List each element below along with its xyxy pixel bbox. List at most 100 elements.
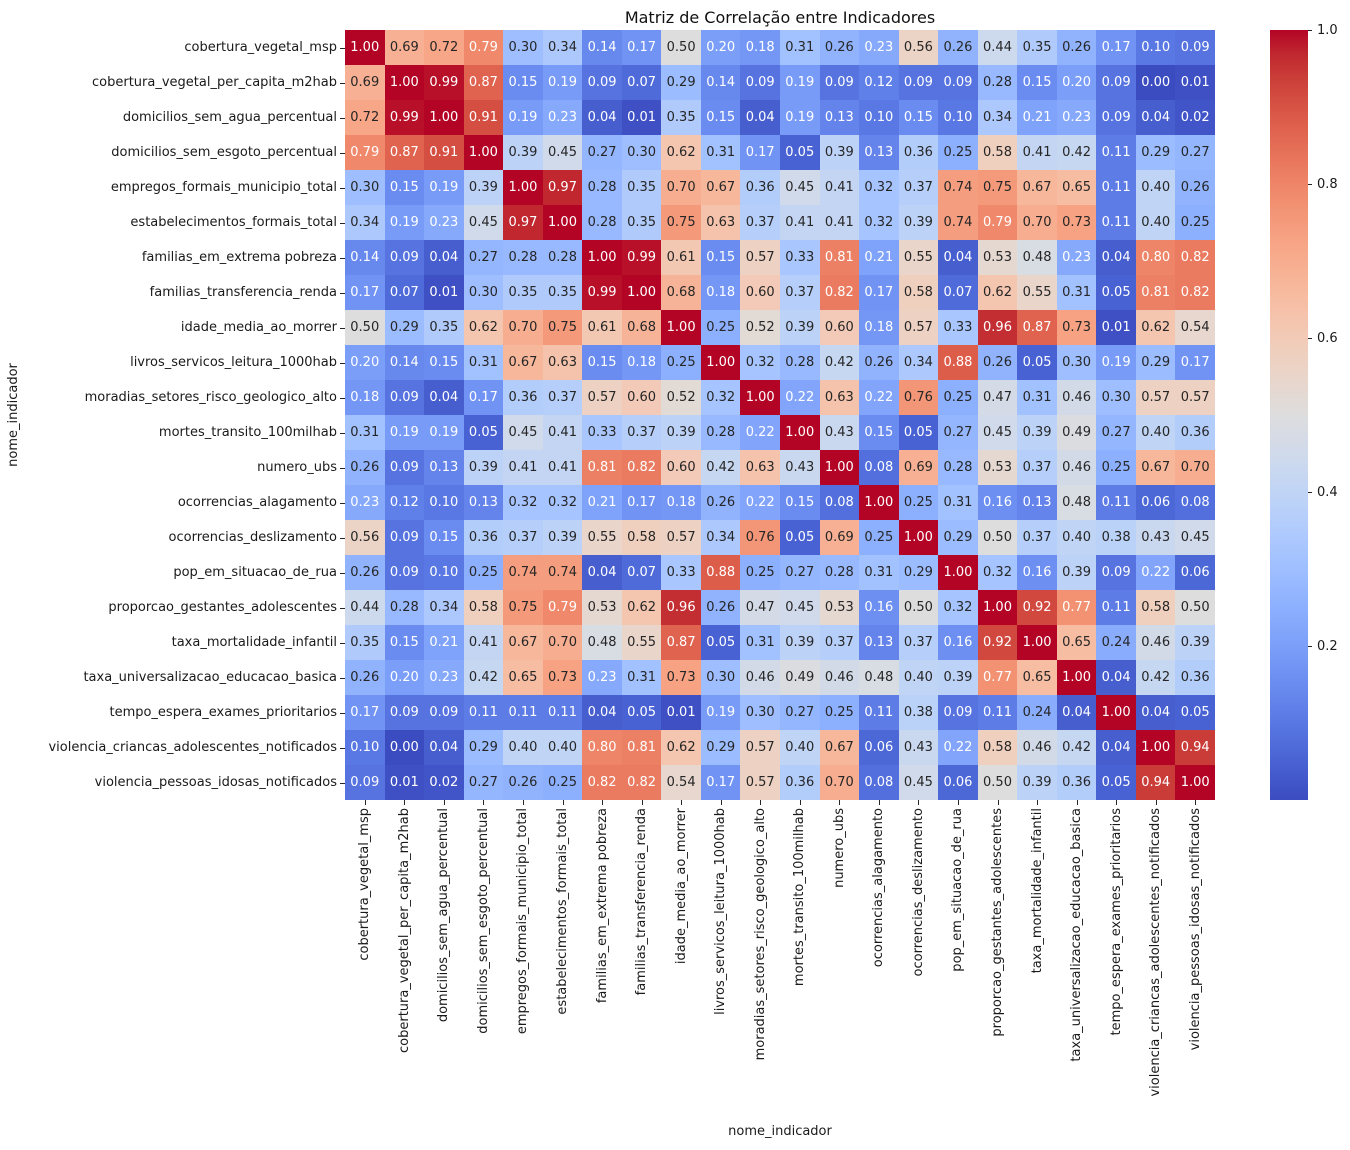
heatmap-cell: 0.37 (542, 380, 583, 415)
heatmap-cell: 0.27 (1096, 415, 1136, 450)
heatmap-cell: 0.27 (463, 240, 504, 275)
heatmap-cell: 0.31 (700, 135, 741, 170)
heatmap-cell: 0.49 (780, 660, 820, 695)
heatmap-cell: 0.08 (859, 765, 899, 800)
heatmap-cell: 0.24 (1096, 625, 1136, 660)
heatmap-cell: 0.74 (503, 555, 543, 590)
heatmap-cell: 0.39 (1175, 625, 1215, 660)
heatmap-cell: 0.26 (345, 450, 385, 485)
x-axis-tick (997, 800, 999, 805)
y-axis-tick (340, 677, 345, 679)
heatmap-cell: 0.08 (859, 450, 899, 485)
heatmap-cell: 0.21 (1017, 100, 1057, 135)
heatmap-cell: 0.58 (1135, 590, 1176, 625)
heatmap-cell: 0.40 (780, 730, 820, 765)
heatmap-cell: 0.81 (819, 240, 860, 275)
heatmap-cell: 0.75 (661, 205, 701, 240)
heatmap-cell: 0.25 (938, 380, 978, 415)
heatmap-cell: 0.68 (621, 310, 662, 345)
y-axis-tick (340, 782, 345, 784)
heatmap-cell: 0.47 (977, 380, 1018, 415)
heatmap-cell: 0.29 (1135, 135, 1176, 170)
heatmap-cell: 0.40 (1135, 415, 1176, 450)
heatmap-cell: 0.22 (740, 415, 780, 450)
y-tick-label: ocorrencias_alagamento (177, 495, 337, 510)
heatmap-cell: 0.62 (1135, 310, 1176, 345)
heatmap-cell: 0.55 (898, 240, 939, 275)
y-tick-label: cobertura_vegetal_per_capita_m2hab (92, 75, 337, 90)
heatmap-cell: 0.28 (977, 65, 1018, 100)
heatmap-cell: 0.33 (780, 240, 820, 275)
heatmap-cell: 0.27 (780, 555, 820, 590)
heatmap-cell: 0.62 (977, 275, 1018, 310)
heatmap-cell: 0.29 (463, 730, 504, 765)
heatmap-cell: 0.52 (740, 310, 780, 345)
heatmap-cell: 0.43 (780, 450, 820, 485)
y-axis-tick (340, 432, 345, 434)
heatmap-cell: 0.04 (582, 695, 622, 730)
colorbar-tick (1308, 30, 1312, 31)
heatmap-cell: 0.09 (1096, 555, 1136, 590)
y-axis-tick (340, 607, 345, 609)
heatmap-cell: 0.07 (621, 65, 662, 100)
heatmap-cell: 0.09 (582, 65, 622, 100)
heatmap-cell: 0.07 (384, 275, 425, 310)
heatmap-grid: 1.00 0.69 0.72 0.79 0.30 0.34 0.14 0.17 0.50 0.20… (345, 30, 1215, 800)
x-axis-tick (839, 800, 841, 805)
heatmap-cell: 0.74 (938, 170, 978, 205)
heatmap-cell: 0.57 (1175, 380, 1215, 415)
heatmap-cell: 0.57 (661, 520, 701, 555)
heatmap-cell: 0.25 (740, 555, 780, 590)
heatmap-cell: 0.31 (345, 415, 385, 450)
heatmap-cell: 0.56 (898, 30, 939, 65)
heatmap-cell: 0.09 (345, 765, 385, 800)
heatmap-cell: 0.81 (582, 450, 622, 485)
heatmap-cell: 0.62 (621, 590, 662, 625)
heatmap-cell: 0.00 (1135, 65, 1176, 100)
heatmap-cell: 0.19 (780, 100, 820, 135)
colorbar-tick-label: 0.6 (1317, 330, 1338, 346)
heatmap-cell: 0.41 (463, 625, 504, 660)
heatmap-cell: 0.79 (345, 135, 385, 170)
heatmap-cell: 0.17 (859, 275, 899, 310)
heatmap-cell: 0.08 (819, 485, 860, 520)
heatmap-cell: 0.45 (463, 205, 504, 240)
heatmap-cell: 0.40 (1135, 205, 1176, 240)
heatmap-cell: 0.35 (621, 205, 662, 240)
heatmap-cell: 0.56 (345, 520, 385, 555)
heatmap-cell: 0.04 (424, 730, 464, 765)
heatmap-cell: 0.16 (1017, 555, 1057, 590)
heatmap-cell: 0.28 (542, 240, 583, 275)
heatmap-cell: 0.91 (424, 135, 464, 170)
heatmap-cell: 0.34 (424, 590, 464, 625)
heatmap-cell: 0.30 (740, 695, 780, 730)
heatmap-cell: 0.26 (345, 660, 385, 695)
heatmap-cell: 0.17 (1096, 30, 1136, 65)
x-tick-label: violencia_pessoas_idosas_notificados (1187, 808, 1203, 1051)
heatmap-cell: 0.25 (661, 345, 701, 380)
heatmap-cell: 0.26 (938, 30, 978, 65)
heatmap-cell: 0.35 (542, 275, 583, 310)
heatmap-cell: 0.01 (384, 765, 425, 800)
heatmap-cell: 0.60 (740, 275, 780, 310)
heatmap-cell: 0.73 (542, 660, 583, 695)
heatmap-cell: 0.01 (1096, 310, 1136, 345)
heatmap-cell: 0.28 (938, 450, 978, 485)
heatmap-cell: 0.23 (424, 205, 464, 240)
heatmap-cell: 0.11 (1096, 170, 1136, 205)
heatmap-cell: 0.09 (1096, 100, 1136, 135)
heatmap-cell: 0.88 (700, 555, 741, 590)
heatmap-cell: 0.69 (898, 450, 939, 485)
heatmap-cell: 0.15 (700, 240, 741, 275)
heatmap-cell: 1.00 (582, 240, 622, 275)
heatmap-cell: 0.74 (542, 555, 583, 590)
heatmap-cell: 0.25 (1175, 205, 1215, 240)
heatmap-cell: 0.04 (938, 240, 978, 275)
heatmap-cell: 0.15 (898, 100, 939, 135)
heatmap-cell: 0.62 (463, 310, 504, 345)
y-axis-tick (340, 537, 345, 539)
x-axis-tick (641, 800, 643, 805)
heatmap-cell: 0.04 (1096, 730, 1136, 765)
heatmap-cell: 0.35 (1017, 30, 1057, 65)
heatmap-cell: 0.37 (1017, 520, 1057, 555)
